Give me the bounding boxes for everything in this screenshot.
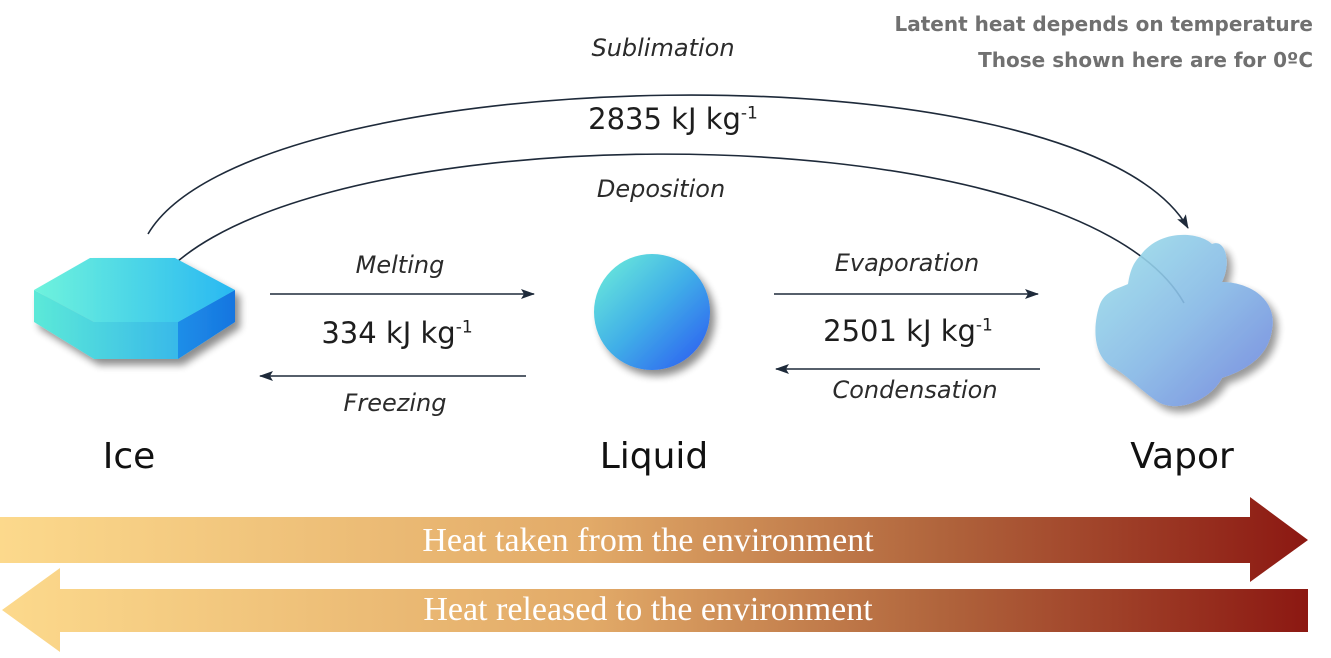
note-temperature-dependence: Latent heat depends on temperature [894, 12, 1313, 36]
sublimation-arrow [147, 94, 1189, 235]
phase-label-vapor: Vapor [1130, 436, 1234, 477]
phase-label-liquid: Liquid [599, 436, 709, 477]
sublimation-label: Sublimation [591, 34, 735, 62]
latent-heat-ice-vapor: 2835 kJ kg-1 [588, 102, 758, 136]
deposition-arrow [145, 153, 1185, 304]
freezing-label: Freezing [343, 389, 447, 417]
deposition-label: Deposition [596, 175, 726, 203]
ice-crystal-icon [34, 258, 235, 359]
latent-heat-ice-liquid: 334 kJ kg-1 [321, 316, 473, 350]
heat-taken-band [0, 497, 1308, 582]
note-reference-temperature: Those shown here are for 0ºC [978, 48, 1313, 72]
liquid-drop-icon [594, 254, 710, 370]
evaporation-label: Evaporation [834, 249, 980, 277]
heat-taken-label: Heat taken from the environment [422, 522, 874, 559]
heat-released-label: Heat released to the environment [423, 591, 873, 628]
vapor-cloud-icon [1095, 234, 1273, 407]
condensation-label: Condensation [832, 376, 998, 404]
latent-heat-liquid-vapor: 2501 kJ kg-1 [823, 314, 993, 348]
heat-released-band [2, 568, 1308, 652]
melting-label: Melting [355, 251, 445, 279]
phase-label-ice: Ice [102, 436, 156, 477]
